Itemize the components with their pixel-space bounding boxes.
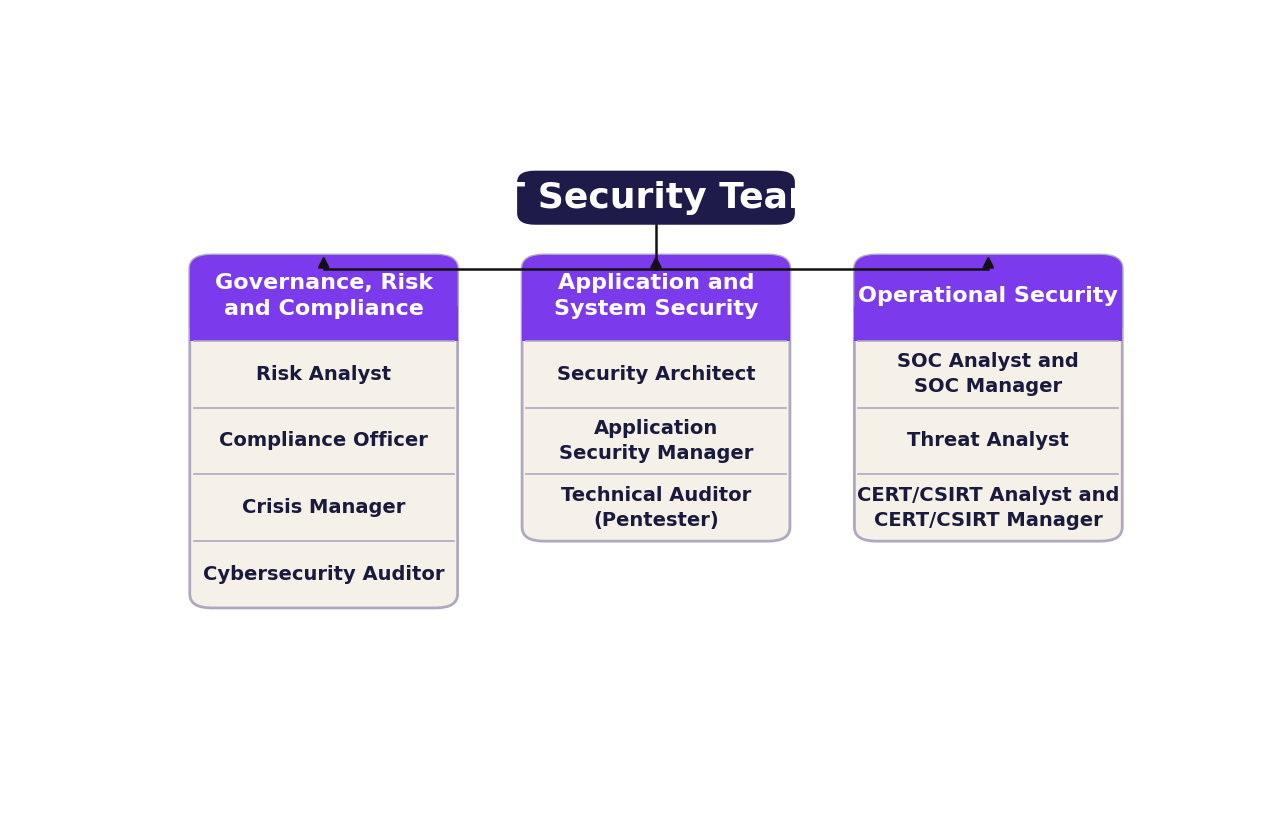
Text: Technical Auditor
(Pentester): Technical Auditor (Pentester) (561, 486, 751, 529)
Text: Risk Analyst: Risk Analyst (256, 365, 392, 384)
FancyBboxPatch shape (522, 255, 790, 341)
FancyBboxPatch shape (517, 171, 795, 225)
FancyBboxPatch shape (522, 255, 790, 541)
Bar (855, 306, 1123, 341)
Text: Operational Security: Operational Security (859, 286, 1119, 306)
Text: IT Security Team: IT Security Team (486, 181, 826, 215)
Text: Cybersecurity Auditor: Cybersecurity Auditor (204, 565, 444, 584)
Text: CERT/CSIRT Analyst and
CERT/CSIRT Manager: CERT/CSIRT Analyst and CERT/CSIRT Manage… (858, 486, 1120, 529)
Bar (189, 306, 458, 341)
Bar (522, 306, 790, 341)
Text: Threat Analyst: Threat Analyst (908, 431, 1069, 450)
FancyBboxPatch shape (189, 255, 458, 608)
Text: Security Architect: Security Architect (557, 365, 755, 384)
Text: Crisis Manager: Crisis Manager (242, 498, 406, 517)
Text: Governance, Risk
and Compliance: Governance, Risk and Compliance (215, 273, 433, 320)
Text: Application and
System Security: Application and System Security (554, 273, 758, 320)
Text: SOC Analyst and
SOC Manager: SOC Analyst and SOC Manager (897, 352, 1079, 396)
FancyBboxPatch shape (189, 255, 458, 341)
FancyBboxPatch shape (855, 255, 1123, 541)
FancyBboxPatch shape (855, 255, 1123, 341)
Text: Compliance Officer: Compliance Officer (219, 431, 428, 450)
Text: Application
Security Manager: Application Security Manager (559, 419, 753, 463)
